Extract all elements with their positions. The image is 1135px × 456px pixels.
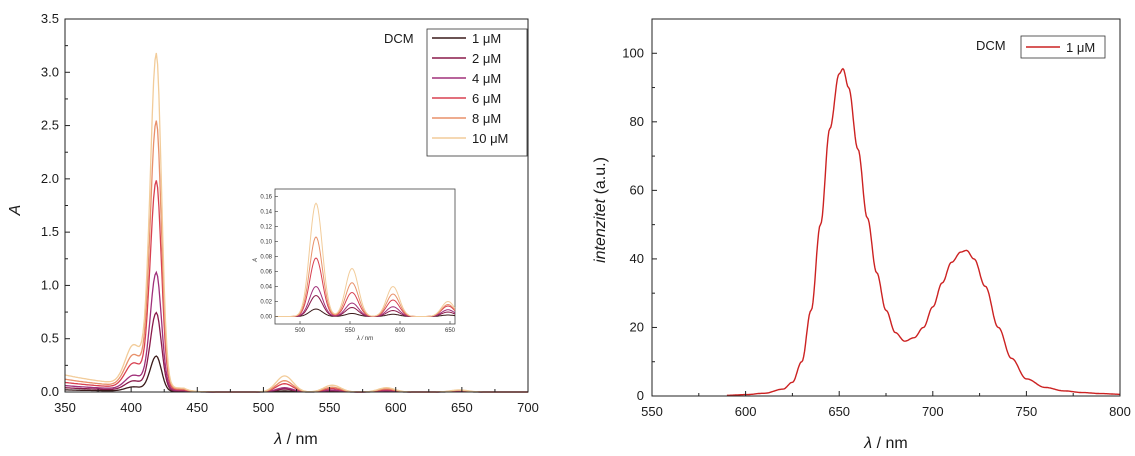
absorbance-legend-title: DCM [384, 31, 414, 46]
emission-x-symbol: λ [863, 435, 872, 452]
emission-series-group [726, 67, 1120, 396]
emission-x-tick-label: 750 [1016, 404, 1038, 419]
absorbance-y-tick-label: 2.5 [41, 118, 59, 133]
emission-x-tick-label: 700 [922, 404, 944, 419]
emission-y-tick-label: 40 [630, 251, 644, 266]
absorbance-x-tick-label: 400 [120, 400, 142, 415]
emission-y-italic: intenzitet [592, 198, 609, 263]
absorbance-x-tick-label: 350 [54, 400, 76, 415]
absorbance-y-tick-label: 0.0 [41, 384, 59, 399]
emission-plot-frame [651, 18, 1121, 397]
emission-y-tick-label: 60 [630, 182, 644, 197]
emission-ticks: 550 600 650 700 750 800 0 20 40 60 80 100 [622, 18, 1131, 419]
absorbance-y-tick-label: 3.0 [41, 64, 59, 79]
inset-x-tick-label: 550 [345, 328, 356, 334]
emission-x-axis-title: λ / nm [863, 435, 907, 452]
emission-legend-box [1020, 35, 1106, 59]
emission-x-tick-label: 650 [828, 404, 850, 419]
inset-x-tick-label: 500 [295, 328, 306, 334]
absorbance-ticks: 350 400 450 500 550 600 650 700 0.0 0.5 1.0 1.5 2.0 2… [41, 11, 539, 415]
absorbance-legend-label: 4 μM [472, 71, 501, 86]
absorbance-y-tick-label: 1.5 [41, 224, 59, 239]
absorbance-legend-label: 8 μM [472, 111, 501, 126]
absorbance-series-line [64, 311, 528, 393]
inset-ticks: 500 550 600 650 0.00 0.02 0.04 0.06 0.08 0.10 0.12… [260, 195, 455, 335]
absorbance-x-tick-label: 500 [253, 400, 275, 415]
absorbance-y-axis-title: A [7, 205, 24, 217]
emission-y-tick-label: 80 [630, 114, 644, 129]
absorbance-legend: DCM 1 μM 2 μM 4 μM 6 μM 8 μM 10 μM [384, 28, 528, 157]
inset-y-tick-label: 0.00 [260, 315, 272, 321]
absorbance-x-symbol: λ [273, 431, 282, 448]
emission-y-tick-label: 20 [630, 319, 644, 334]
absorbance-y-tick-label: 1.0 [41, 277, 59, 292]
emission-series-line [726, 67, 1120, 396]
absorbance-x-axis-title: λ / nm [273, 431, 317, 448]
absorbance-chart: 350 400 450 500 550 600 650 700 0.0 0.5 1.0 1.5 2.0 2… [7, 11, 539, 448]
absorbance-legend-label: 2 μM [472, 51, 501, 66]
absorbance-inset: 500 550 600 650 0.00 0.02 0.04 0.06 0.08 0.10 0.12… [253, 188, 456, 342]
absorbance-legend-items: 1 μM 2 μM 4 μM 6 μM 8 μM 10 μM [432, 31, 508, 146]
absorbance-legend-box [426, 28, 528, 157]
inset-x-axis-title: λ / nm [356, 336, 373, 342]
inset-y-tick-label: 0.02 [260, 300, 272, 306]
absorbance-x-tick-label: 600 [385, 400, 407, 415]
inset-background [274, 188, 456, 325]
inset-y-tick-label: 0.16 [260, 195, 272, 201]
inset-y-tick-label: 0.06 [260, 270, 272, 276]
emission-x-unit: / nm [872, 435, 908, 452]
emission-x-tick-label: 550 [641, 404, 663, 419]
inset-x-tick-label: 600 [395, 328, 406, 334]
emission-x-tick-label: 800 [1109, 404, 1131, 419]
absorbance-y-tick-label: 3.5 [41, 11, 59, 26]
emission-legend-title: DCM [976, 38, 1006, 53]
absorbance-legend-label: 1 μM [472, 31, 501, 46]
absorbance-x-tick-label: 550 [319, 400, 341, 415]
absorbance-x-tick-label: 700 [517, 400, 539, 415]
inset-y-axis-title: A [253, 258, 259, 263]
inset-y-tick-label: 0.12 [260, 225, 272, 231]
emission-y-rest: (a.u.) [592, 157, 609, 199]
inset-x-tick-label: 650 [445, 328, 456, 334]
absorbance-y-tick-label: 0.5 [41, 331, 59, 346]
absorbance-legend-label: 10 μM [472, 131, 508, 146]
absorbance-y-tick-label: 2.0 [41, 171, 59, 186]
emission-y-tick-label: 0 [637, 388, 644, 403]
absorbance-x-tick-label: 450 [186, 400, 208, 415]
emission-legend-label: 1 μM [1066, 40, 1095, 55]
inset-series-group [275, 202, 456, 317]
emission-chart: 550 600 650 700 750 800 0 20 40 60 80 100 λ / nm in… [592, 18, 1131, 452]
absorbance-x-unit: / nm [282, 431, 318, 448]
emission-x-tick-label: 600 [735, 404, 757, 419]
inset-y-tick-label: 0.10 [260, 240, 272, 246]
inset-series-line [275, 202, 456, 317]
emission-legend: DCM 1 μM [976, 35, 1106, 59]
emission-y-tick-label: 100 [622, 45, 644, 60]
absorbance-legend-label: 6 μM [472, 91, 501, 106]
absorbance-x-tick-label: 650 [451, 400, 473, 415]
emission-legend-items: 1 μM [1026, 40, 1095, 55]
absorbance-series-line [64, 52, 528, 393]
inset-y-tick-label: 0.04 [260, 285, 272, 291]
inset-y-tick-label: 0.08 [260, 255, 272, 261]
inset-y-tick-label: 0.14 [260, 210, 272, 216]
emission-y-axis-title: intenzitet (a.u.) [592, 157, 609, 263]
